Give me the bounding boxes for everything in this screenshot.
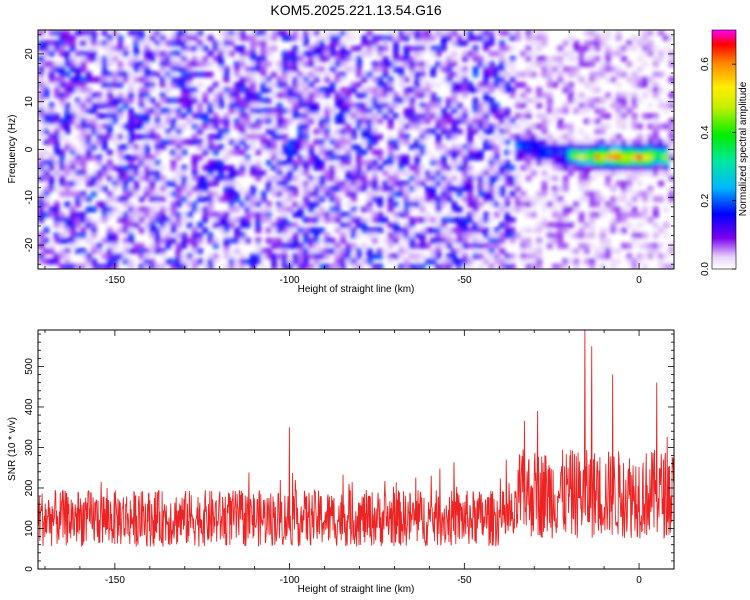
colorbar-tick-label: 0.0	[700, 262, 711, 276]
snr-y-tick-label: 200	[24, 479, 35, 496]
snr-x-tick-label: -150	[105, 575, 125, 586]
colorbar-tick-label: 0.4	[700, 125, 711, 139]
spectrogram-y-tick-label: 10	[24, 96, 35, 108]
spectrogram-y-tick-label: -20	[24, 237, 35, 252]
colorbar-frame	[711, 29, 737, 270]
snr-y-tick-label: 100	[24, 520, 35, 537]
colorbar-ticks: 0.0 0.2 0.4 0.6	[700, 57, 736, 276]
spectrogram-x-tick-label: -50	[457, 275, 472, 286]
colorbar-gradient	[712, 30, 736, 269]
snr-x-tick-label: -100	[280, 575, 300, 586]
spectrogram-y-tick-label: 20	[24, 48, 35, 60]
snr-y-tick-label: 400	[24, 398, 35, 415]
snr-x-tick-label: 0	[636, 575, 642, 586]
spectrogram-heatmap	[38, 30, 674, 269]
snr-series-line	[38, 330, 674, 547]
snr-x-label: Height of straight line (km)	[298, 584, 415, 595]
colorbar: 0.0 0.2 0.4 0.6 Normalized spectral amplitu…	[700, 29, 749, 276]
spectrogram-x-tick-label: -150	[105, 275, 125, 286]
spectrogram-y-tick-label: 0	[24, 146, 35, 152]
snr-frame	[37, 329, 675, 570]
colorbar-label: Normalized spectral amplitude	[738, 81, 749, 216]
snr-y-tick-label: 0	[24, 566, 35, 572]
spectrogram-x-label: Height of straight line (km)	[298, 284, 415, 295]
snr-ticks: -150 -100 -50 0 0 100 200 300 400 500	[24, 330, 675, 586]
snr-y-tick-label: 300	[24, 439, 35, 456]
chart-title: KOM5.2025.221.13.54.G16	[270, 2, 441, 18]
colorbar-tick-label: 0.2	[700, 193, 711, 207]
spectrogram-x-tick-label: -100	[280, 275, 300, 286]
snr-x-tick-label: -50	[457, 575, 472, 586]
snr-panel: -150 -100 -50 0 0 100 200 300 400 500 Height of s…	[7, 329, 675, 595]
spectrogram-y-tick-label: -10	[24, 190, 35, 205]
snr-y-label: SNR (10 * v/v)	[7, 417, 18, 481]
snr-y-tick-label: 500	[24, 358, 35, 375]
spectrogram-x-tick-label: 0	[636, 275, 642, 286]
colorbar-tick-label: 0.6	[700, 57, 711, 71]
spectrogram-y-label: Frequency (Hz)	[7, 115, 18, 184]
